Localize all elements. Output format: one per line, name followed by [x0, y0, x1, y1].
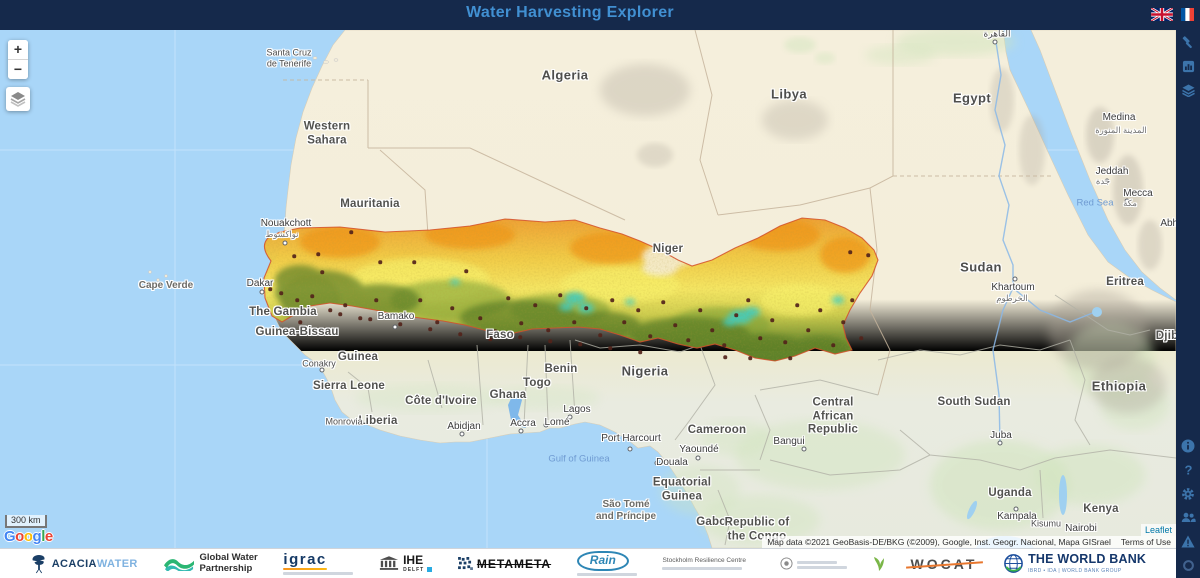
- zoom-control-divider: [8, 59, 28, 60]
- logo-text: Rain: [576, 551, 629, 571]
- logo-world-bank[interactable]: THE WORLD BANK IBRD • IDA | WORLD BANK GR…: [1003, 552, 1147, 574]
- google-logo-letter: l: [41, 528, 45, 545]
- wave-icon: [163, 556, 195, 573]
- info-icon[interactable]: [1180, 438, 1196, 453]
- map-canvas[interactable]: Algeria Libya Egypt Western Sahara Mauritani…: [0, 30, 1176, 548]
- sidebar-top-icons: [1176, 35, 1200, 98]
- ring-icon[interactable]: [1180, 558, 1196, 573]
- logo-text: METAMETA: [476, 556, 552, 571]
- google-logo-letter: o: [23, 528, 33, 545]
- partner-footer: ACACIA WATER Global Water Partnership igrac I…: [0, 548, 1176, 578]
- logo-text: [797, 560, 838, 564]
- logo-text: DELFT: [403, 567, 432, 573]
- fr-flag-button[interactable]: [1181, 8, 1194, 21]
- layers-icon[interactable]: [1180, 83, 1196, 98]
- leafmark-icon: [873, 556, 885, 572]
- logo-text: [662, 567, 743, 571]
- logo-rain[interactable]: Rain: [576, 551, 637, 576]
- svg-text:?: ?: [1184, 463, 1192, 477]
- warning-icon[interactable]: [1180, 534, 1196, 549]
- page-title: Water Harvesting Explorer: [466, 4, 674, 21]
- en-flag-button[interactable]: [1150, 6, 1174, 23]
- google-logo-letter: o: [15, 528, 24, 545]
- google-logo-letter: e: [44, 528, 53, 545]
- logo-igrac[interactable]: igrac: [283, 551, 354, 575]
- logo-text: Global Water: [199, 551, 258, 563]
- logo-ihe-delft[interactable]: IHE DELFT: [379, 554, 432, 573]
- logo-green-emblem[interactable]: [873, 556, 885, 572]
- language-switcher: [1150, 6, 1194, 23]
- google-logo-letter: G: [4, 528, 16, 545]
- logo-text: THE WORLD BANK: [1028, 552, 1147, 567]
- zoom-in-button[interactable]: +: [8, 40, 28, 59]
- zoom-control: + −: [8, 40, 28, 79]
- users-icon[interactable]: [1180, 510, 1196, 525]
- logo-text: igrac: [283, 551, 327, 568]
- zoom-out-button[interactable]: −: [8, 60, 28, 79]
- logo-text: ACACIA: [51, 557, 97, 570]
- settings-icon[interactable]: [1180, 486, 1196, 501]
- logo-text: Stockholm Resilience Centre: [662, 556, 746, 564]
- logo-acacia-water[interactable]: ACACIA WATER: [30, 554, 138, 574]
- attribution-text: Map data ©2021 GeoBasis-DE/BKG (©2009), …: [767, 537, 1111, 547]
- logo-text: IHE: [403, 553, 424, 567]
- scale-control: 300 km: [5, 515, 47, 528]
- logo-text: IBRD • IDA | WORLD BANK GROUP: [1028, 567, 1122, 574]
- sidebar: ?: [1176, 30, 1200, 578]
- logo-global-water-partnership[interactable]: Global Water Partnership: [163, 551, 258, 574]
- logo-text: Partnership: [199, 562, 253, 574]
- logo-text: [797, 565, 848, 569]
- help-icon[interactable]: ?: [1180, 462, 1196, 477]
- logo-stockholm-university[interactable]: [780, 557, 848, 570]
- emblem-icon: [780, 557, 793, 570]
- basemap-svg: [0, 30, 1176, 548]
- tree-icon: [30, 554, 48, 574]
- leaflet-attribution-link[interactable]: Leaflet: [1140, 524, 1176, 536]
- pixels-icon: [457, 557, 473, 570]
- logo-text: [283, 572, 354, 575]
- tools-icon[interactable]: [1180, 35, 1196, 50]
- logo-text: [576, 573, 637, 576]
- app-header: Water Harvesting Explorer: [0, 0, 1200, 30]
- google-logo-letter: g: [32, 528, 42, 545]
- logo-text: WOCAT: [910, 555, 978, 572]
- map-attribution: Map data ©2021 GeoBasis-DE/BKG (©2009), …: [762, 536, 1176, 548]
- terms-of-use-link[interactable]: Terms of Use: [1120, 537, 1171, 547]
- analysis-icon[interactable]: [1180, 59, 1196, 74]
- layers-icon: [10, 91, 26, 107]
- layers-control[interactable]: [6, 87, 30, 111]
- temple-icon: [379, 556, 399, 571]
- logo-text: WATER: [96, 557, 138, 570]
- logo-wocat[interactable]: WOCAT: [911, 556, 978, 572]
- logo-metameta[interactable]: METAMETA: [457, 556, 552, 571]
- sidebar-bottom-icons: ?: [1176, 438, 1200, 573]
- logo-stockholm-resilience-centre[interactable]: Stockholm Resilience Centre: [662, 556, 754, 571]
- scale-label: 300 km: [11, 515, 41, 525]
- globe-icon: [1003, 553, 1024, 574]
- google-logo[interactable]: Google: [4, 528, 53, 545]
